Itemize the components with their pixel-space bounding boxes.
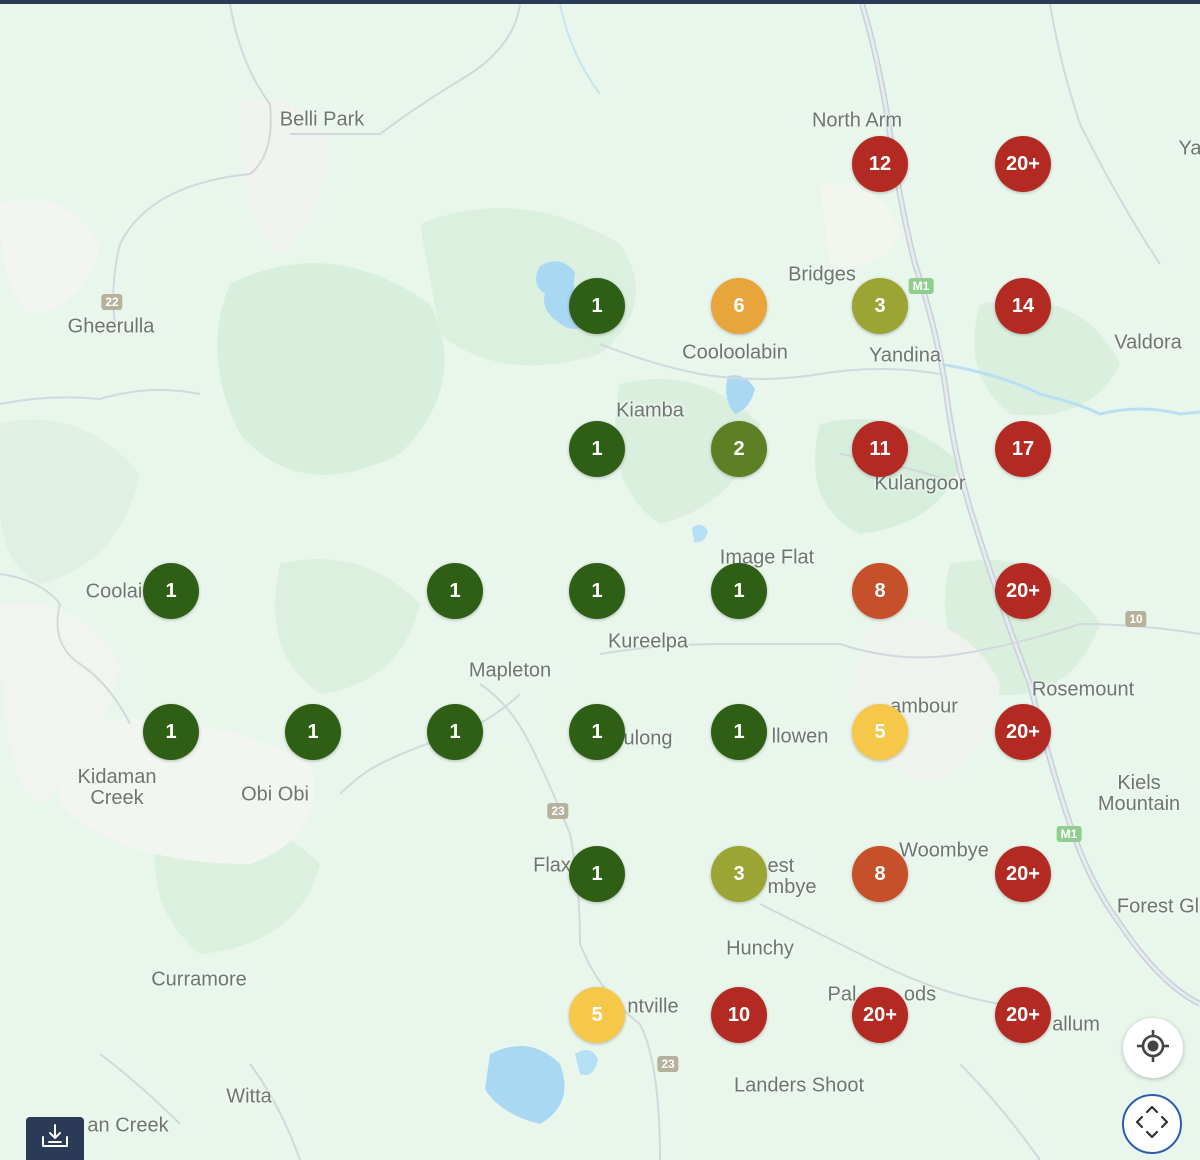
- cluster-marker[interactable]: 20+: [995, 846, 1051, 902]
- map-canvas[interactable]: Belli Park North Arm Ya Gheerulla Bridge…: [0, 4, 1200, 1160]
- cluster-marker[interactable]: 5: [569, 987, 625, 1043]
- place-label-kulangoor: Kulangoor: [874, 472, 966, 495]
- place-label-hunchy: Hunchy: [726, 937, 794, 960]
- place-label-rosemount: Rosemount: [1031, 678, 1135, 701]
- place-label-kidaman-creek: Kidaman Creek: [77, 766, 157, 809]
- cluster-marker[interactable]: 14: [995, 278, 1051, 334]
- place-label-image-flat: Image Flat: [719, 546, 815, 569]
- place-label-woombye: Woombye: [899, 839, 989, 862]
- place-label-landers-shoot: Landers Shoot: [733, 1074, 865, 1097]
- place-label-gheerulla: Gheerulla: [67, 315, 155, 338]
- cluster-marker[interactable]: 17: [995, 421, 1051, 477]
- place-label-obi-obi: Obi Obi: [241, 783, 309, 806]
- cluster-marker[interactable]: 12: [852, 136, 908, 192]
- place-label-valdora: Valdora: [1114, 331, 1182, 354]
- cluster-marker[interactable]: 20+: [995, 987, 1051, 1043]
- place-label-kureelpa: Kureelpa: [607, 630, 689, 653]
- place-label-kiamba: Kiamba: [616, 399, 684, 422]
- cluster-marker[interactable]: 20+: [995, 136, 1051, 192]
- road-shield-m1: M1: [908, 278, 934, 294]
- cluster-marker[interactable]: 1: [569, 563, 625, 619]
- place-label-bridges: Bridges: [788, 263, 856, 286]
- cluster-marker[interactable]: 6: [711, 278, 767, 334]
- top-border: [0, 0, 1200, 4]
- place-label-cooloolabin: Cooloolabin: [682, 341, 788, 364]
- place-label-west-woombye: est mbye: [767, 855, 817, 898]
- road-shield-23: 23: [657, 1056, 679, 1072]
- cluster-marker[interactable]: 1: [143, 704, 199, 760]
- place-label-ya: Ya: [1178, 137, 1200, 160]
- place-label-witta: Witta: [226, 1085, 272, 1108]
- cluster-marker[interactable]: 1: [569, 704, 625, 760]
- place-label-kiels-mountain: Kiels Mountain: [1097, 772, 1181, 815]
- cluster-marker[interactable]: 1: [427, 563, 483, 619]
- cluster-marker[interactable]: 1: [143, 563, 199, 619]
- cluster-marker[interactable]: 1: [569, 278, 625, 334]
- cluster-marker[interactable]: 2: [711, 421, 767, 477]
- cluster-marker[interactable]: 1: [569, 421, 625, 477]
- crosshair-icon: [1136, 1029, 1170, 1068]
- cluster-marker[interactable]: 10: [711, 987, 767, 1043]
- place-label-yandina: Yandina: [869, 344, 941, 367]
- place-label-coolai: Coolai: [85, 580, 143, 603]
- cluster-marker[interactable]: 1: [285, 704, 341, 760]
- cluster-marker[interactable]: 8: [852, 563, 908, 619]
- road-shield-m1: M1: [1056, 826, 1082, 842]
- cluster-marker[interactable]: 1: [569, 846, 625, 902]
- place-label-palmwoods-right: ods: [903, 983, 937, 1006]
- place-label-belli-park: Belli Park: [279, 108, 365, 131]
- locate-me-button[interactable]: [1123, 1018, 1183, 1078]
- place-label-an-creek: an Creek: [87, 1114, 169, 1137]
- fullscreen-button[interactable]: [1122, 1094, 1182, 1154]
- cluster-marker[interactable]: 8: [852, 846, 908, 902]
- place-label-forest-glen: Forest Gl: [1116, 895, 1200, 918]
- cluster-marker[interactable]: 11: [852, 421, 908, 477]
- place-label-llowen: llowen: [771, 725, 829, 748]
- map-background: [0, 4, 1200, 1160]
- download-tray-icon: [41, 1123, 69, 1154]
- place-label-montville: ntville: [627, 995, 679, 1018]
- road-shield-22: 22: [101, 294, 123, 310]
- place-label-flax: Flax: [533, 854, 571, 877]
- cluster-marker[interactable]: 5: [852, 704, 908, 760]
- place-label-mapleton: Mapleton: [468, 659, 552, 682]
- place-label-ulong: ulong: [623, 727, 673, 750]
- place-label-allum: allum: [1052, 1013, 1100, 1036]
- cluster-marker[interactable]: 20+: [995, 563, 1051, 619]
- cluster-marker[interactable]: 1: [711, 563, 767, 619]
- cluster-marker[interactable]: 3: [711, 846, 767, 902]
- place-label-curramore: Curramore: [151, 968, 247, 991]
- cluster-marker[interactable]: 20+: [995, 704, 1051, 760]
- cluster-marker[interactable]: 20+: [852, 987, 908, 1043]
- cluster-marker[interactable]: 1: [427, 704, 483, 760]
- place-label-north-arm: North Arm: [811, 109, 903, 132]
- place-label-nambour: ambour: [890, 695, 958, 718]
- cluster-marker[interactable]: 1: [711, 704, 767, 760]
- cluster-marker[interactable]: 3: [852, 278, 908, 334]
- expand-arrows-icon: [1135, 1105, 1169, 1144]
- road-shield-10: 10: [1125, 611, 1147, 627]
- place-label-palmwoods-left: Pal: [827, 983, 857, 1006]
- download-button[interactable]: [26, 1117, 84, 1160]
- road-shield-23: 23: [547, 803, 569, 819]
